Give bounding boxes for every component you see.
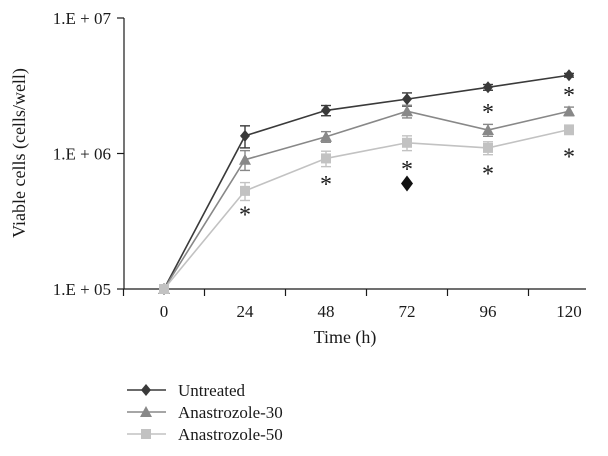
data-point: [482, 124, 494, 136]
legend-label: Untreated: [178, 381, 246, 400]
x-axis-ticks: 0 24 48 72 96 120: [122, 289, 582, 321]
y-axis-ticks: 1.E + 05 1.E + 06 1.E + 07: [53, 9, 124, 299]
legend-marker: [140, 406, 152, 417]
data-point: [321, 153, 331, 164]
x-tick-label: 0: [160, 302, 169, 321]
data-point: [564, 124, 574, 135]
significance-star: *: [401, 157, 413, 183]
series-anastrozole-50: [159, 124, 574, 294]
y-axis-title: Viable cells (cells/well): [9, 68, 30, 238]
significance-star: *: [482, 100, 494, 126]
series-layer: [158, 69, 575, 295]
series-anastrozole-30: [158, 104, 575, 294]
data-point: [159, 284, 169, 294]
series-line: [163, 128, 570, 290]
legend-item: Anastrozole-50: [127, 425, 283, 444]
legend-item: Untreated: [127, 381, 246, 400]
x-axis-title: Time (h): [314, 327, 377, 348]
x-tick-label: 48: [318, 302, 335, 321]
legend-marker: [141, 384, 151, 396]
x-tick-label: 120: [556, 302, 582, 321]
data-point: [483, 142, 493, 153]
data-point: [483, 81, 493, 94]
data-point: [402, 93, 412, 106]
diamond-marker: [401, 175, 413, 192]
legend-label: Anastrozole-30: [178, 403, 283, 422]
y-tick-label: 1.E + 07: [53, 9, 112, 28]
y-tick-label: 1.E + 06: [53, 145, 111, 164]
data-point: [321, 104, 331, 117]
x-tick-label: 72: [399, 302, 416, 321]
significance-star: *: [320, 172, 332, 198]
annotation-layer: * * * * * * *: [239, 83, 575, 229]
data-point: [402, 137, 412, 148]
legend-label: Anastrozole-50: [178, 425, 283, 444]
data-point: [564, 69, 574, 82]
legend-item: Anastrozole-30: [127, 403, 283, 422]
data-point: [240, 129, 250, 142]
significance-star: *: [482, 162, 494, 188]
series-line: [163, 74, 570, 290]
data-point: [320, 130, 332, 142]
data-point: [239, 153, 251, 165]
legend-marker: [141, 429, 151, 439]
legend: Untreated Anastrozole-30 Anastrozole-50: [127, 381, 283, 444]
series-untreated: [159, 69, 574, 295]
data-point: [240, 185, 250, 196]
data-point: [401, 105, 413, 117]
x-tick-label: 96: [480, 302, 497, 321]
significance-star: *: [563, 144, 575, 170]
data-point: [563, 105, 575, 117]
significance-star: *: [239, 202, 251, 228]
series-line: [163, 110, 570, 290]
y-tick-label: 1.E + 05: [53, 280, 111, 299]
x-tick-label: 24: [237, 302, 255, 321]
significance-star: *: [563, 83, 575, 109]
